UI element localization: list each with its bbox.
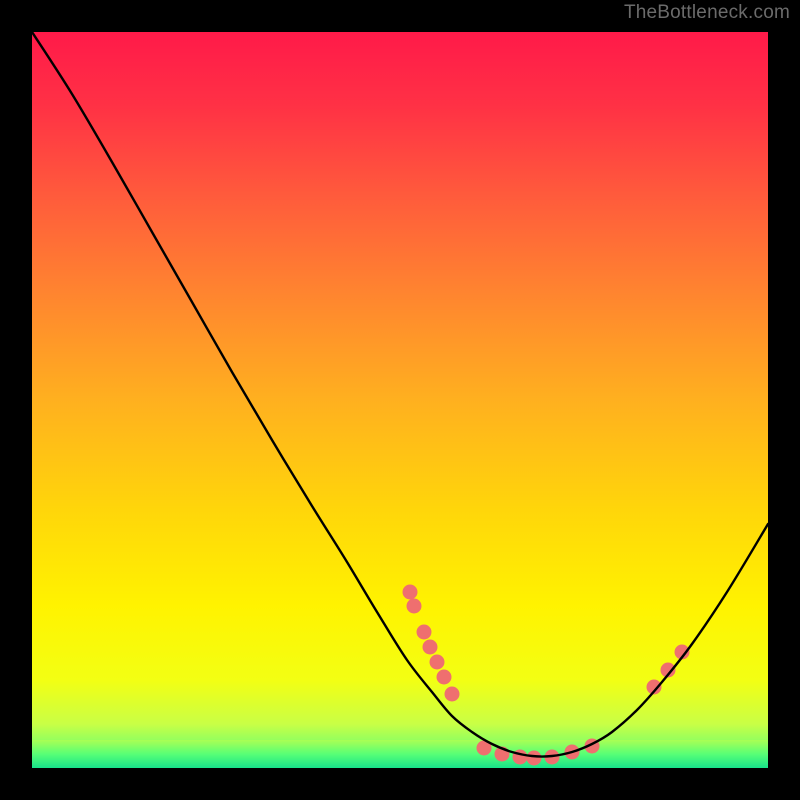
data-marker [430,655,445,670]
bottleneck-curve [32,32,768,757]
chart-svg [32,32,768,768]
data-marker [407,599,422,614]
marker-group [403,585,690,766]
data-marker [403,585,418,600]
plot-area [32,32,768,768]
watermark-text: TheBottleneck.com [624,2,790,24]
data-marker [417,625,432,640]
data-marker [423,640,438,655]
data-marker [445,687,460,702]
data-marker [527,751,542,766]
outer-frame: TheBottleneck.com [0,0,800,800]
data-marker [437,670,452,685]
